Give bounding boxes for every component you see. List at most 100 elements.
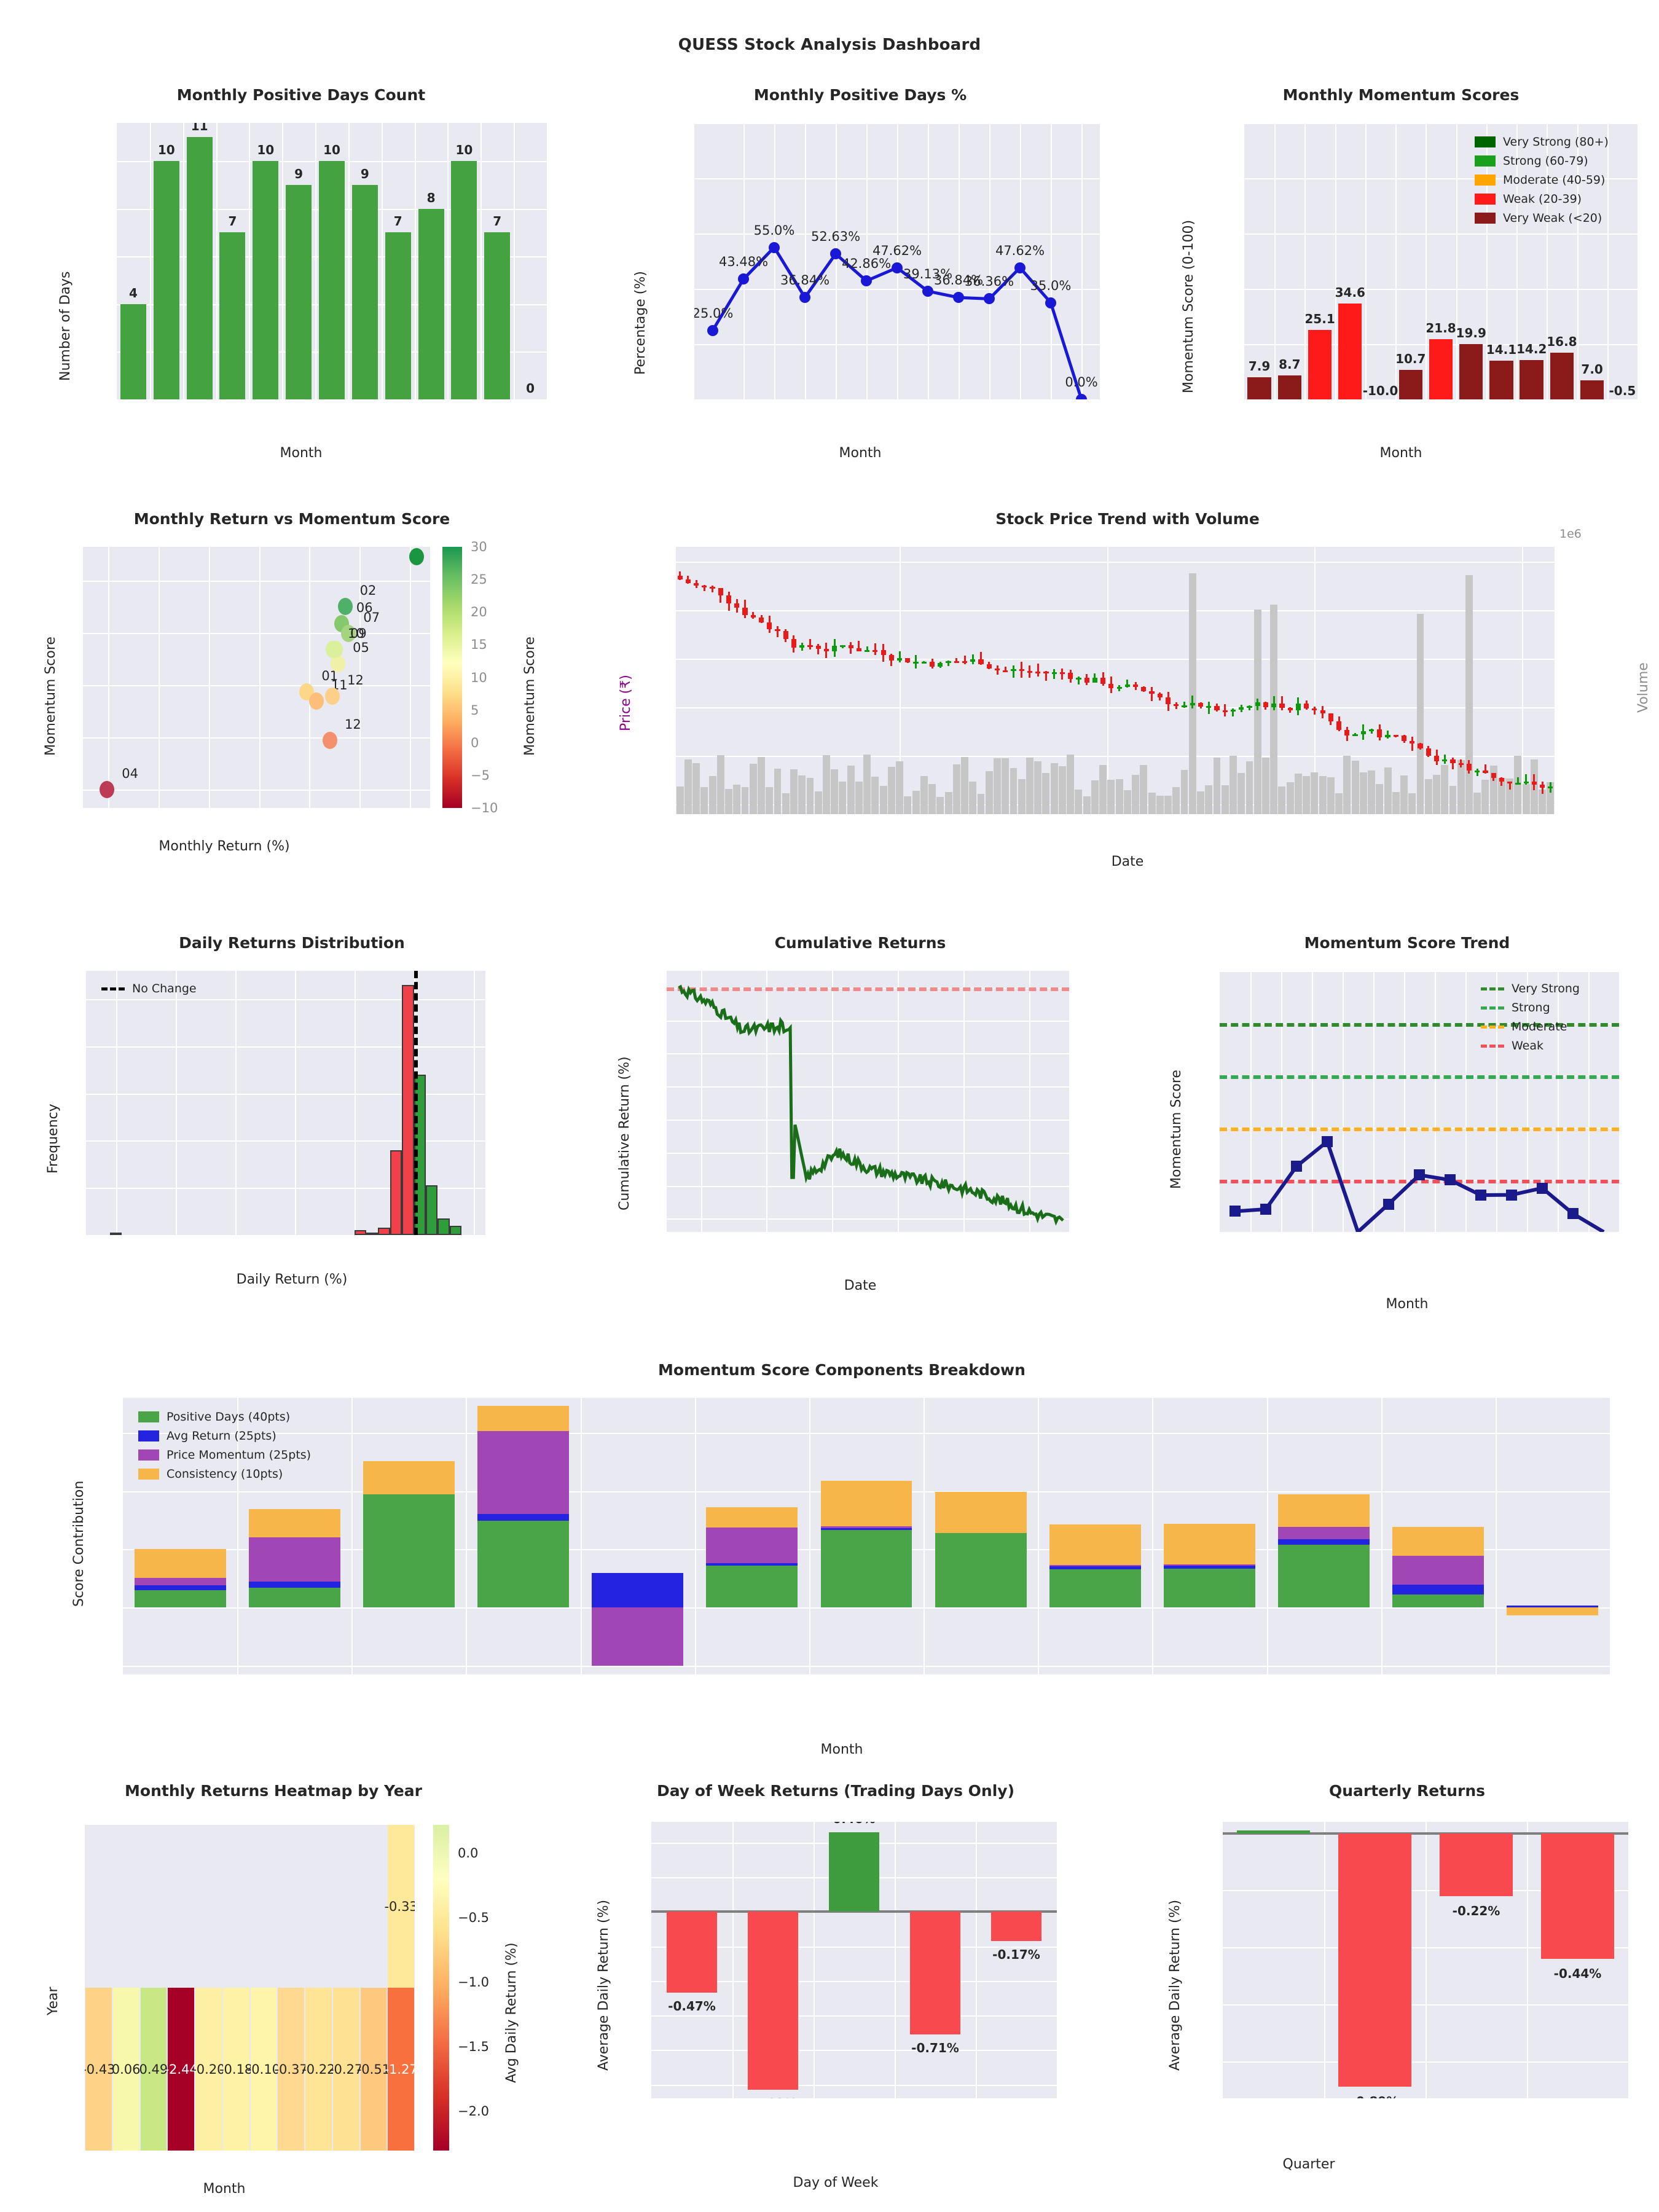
gridline <box>732 1822 734 2098</box>
legend-item: Weak <box>1481 1039 1580 1053</box>
candle-body <box>1418 743 1423 748</box>
plot-area: −1001020302024-122025-012025-022025-0320… <box>123 1398 1610 1674</box>
scatter-point <box>337 597 353 615</box>
legend-item: Avg Return (25pts) <box>138 1429 311 1443</box>
candle-body <box>758 617 764 623</box>
legend-color-swatch <box>138 1411 159 1422</box>
heatmap-cell-value: -0.20 <box>192 2061 226 2077</box>
stacked-segment <box>1278 1494 1370 1528</box>
gridline <box>1426 1822 1427 2098</box>
volume-bar <box>1343 755 1351 814</box>
scatter-point <box>100 781 115 799</box>
candle-body <box>1068 673 1073 680</box>
gridline <box>1244 123 1637 124</box>
histogram-bar <box>402 985 414 1235</box>
gridline <box>694 1398 696 1674</box>
chart-momentum-trend: Momentum Score Trend 0204060801002024-12… <box>1155 934 1659 1327</box>
volume-bar <box>1034 761 1042 814</box>
y-axis-label: Year <box>45 1986 61 2015</box>
histogram-bar <box>390 1150 402 1235</box>
gridline <box>989 123 990 399</box>
bar <box>991 1912 1041 1942</box>
scatter-point-label: 12 <box>345 716 361 732</box>
bar-value-label: 10 <box>455 143 473 158</box>
chart-components-breakdown: Momentum Score Components Breakdown −100… <box>55 1361 1628 1767</box>
gridline <box>667 1152 1069 1154</box>
candle-wick <box>1508 782 1511 790</box>
bar-value-label: 9 <box>294 166 304 181</box>
data-point-label: 36.36% <box>964 274 1014 289</box>
volume-bar <box>928 784 936 814</box>
data-point <box>707 324 718 336</box>
colorbar-tick-label: −1.0 <box>458 1975 489 1990</box>
x-axis-label: Month <box>203 2181 246 2197</box>
histogram-bar <box>449 1225 462 1235</box>
stacked-segment <box>706 1563 798 1566</box>
candle-body <box>880 650 886 655</box>
gridline <box>667 1218 1069 1220</box>
gridline <box>1152 1398 1154 1674</box>
candle-body <box>702 586 707 587</box>
candle-body <box>823 648 830 651</box>
legend-color-swatch <box>138 1469 159 1480</box>
gridline <box>866 123 868 399</box>
chart-positive-days-count: Monthly Positive Days Count 024681042024… <box>37 86 565 467</box>
gridline <box>182 123 184 399</box>
candle-wick <box>980 652 982 665</box>
bar <box>910 1912 960 2034</box>
candle-wick <box>1183 702 1186 708</box>
candle-body <box>1336 721 1342 731</box>
gridline <box>651 2084 1057 2086</box>
candle-body <box>1320 710 1325 713</box>
bar-value-label: 7 <box>493 214 502 229</box>
zero-axis-line <box>651 1910 1057 1913</box>
data-point <box>984 293 995 305</box>
gridline <box>1274 123 1276 399</box>
bar-value-label: -0.5 <box>1609 383 1636 398</box>
chart-day-of-week: Day of Week Returns (Trading Days Only) … <box>584 1782 1088 2206</box>
candle-body <box>1304 704 1309 709</box>
stacked-segment <box>1278 1527 1370 1540</box>
momentum-legend: Very Strong (80+) Strong (60-79) Moderate … <box>1475 135 1609 225</box>
bar <box>1338 1833 1411 2087</box>
colorbar-tick-label: 30 <box>471 539 487 554</box>
gridline <box>1314 547 1316 814</box>
scatter-point-label: 05 <box>353 640 369 655</box>
stacked-segment <box>1049 1524 1141 1565</box>
legend-label: No Change <box>132 982 197 995</box>
x-axis-label: Month <box>839 445 882 461</box>
candle-body <box>815 646 821 649</box>
candle-body <box>1450 759 1456 763</box>
plot-area: 0204060801007.92024-128.72025-0125.12025… <box>1244 123 1637 399</box>
candle-body <box>1190 703 1195 706</box>
gridline <box>1435 971 1436 1232</box>
volume-bar <box>1376 784 1384 814</box>
bar <box>319 161 345 399</box>
candle-body <box>693 583 699 586</box>
candle-body <box>1198 703 1204 707</box>
legend-label: Weak <box>1512 1039 1544 1053</box>
legend-item: Strong <box>1481 1001 1580 1014</box>
candle-wick <box>1012 665 1014 678</box>
gridline <box>766 971 768 1232</box>
volume-bar <box>1132 775 1140 814</box>
gridline <box>1244 178 1637 179</box>
gridline <box>1395 123 1397 399</box>
volume-bar <box>1213 757 1221 814</box>
candle-body <box>929 661 935 667</box>
stacked-segment <box>363 1494 455 1608</box>
data-point-label: 25.0% <box>694 305 734 321</box>
bar-value-label: -10.0 <box>1362 383 1398 398</box>
volume-bar <box>1497 778 1505 814</box>
y-axis-label: Score Contribution <box>71 1480 87 1607</box>
volume-bar <box>994 758 1001 814</box>
gridline <box>175 971 177 1235</box>
volume-bar <box>814 791 822 814</box>
volume-bar <box>1303 776 1311 814</box>
candle-body <box>873 649 878 652</box>
candle-body <box>1287 707 1293 710</box>
scatter-point-label: 02 <box>359 582 377 598</box>
chart-heatmap: Monthly Returns Heatmap by Year -0.33202… <box>37 1782 519 2200</box>
candle-body <box>718 588 723 595</box>
stacked-segment <box>477 1520 569 1608</box>
